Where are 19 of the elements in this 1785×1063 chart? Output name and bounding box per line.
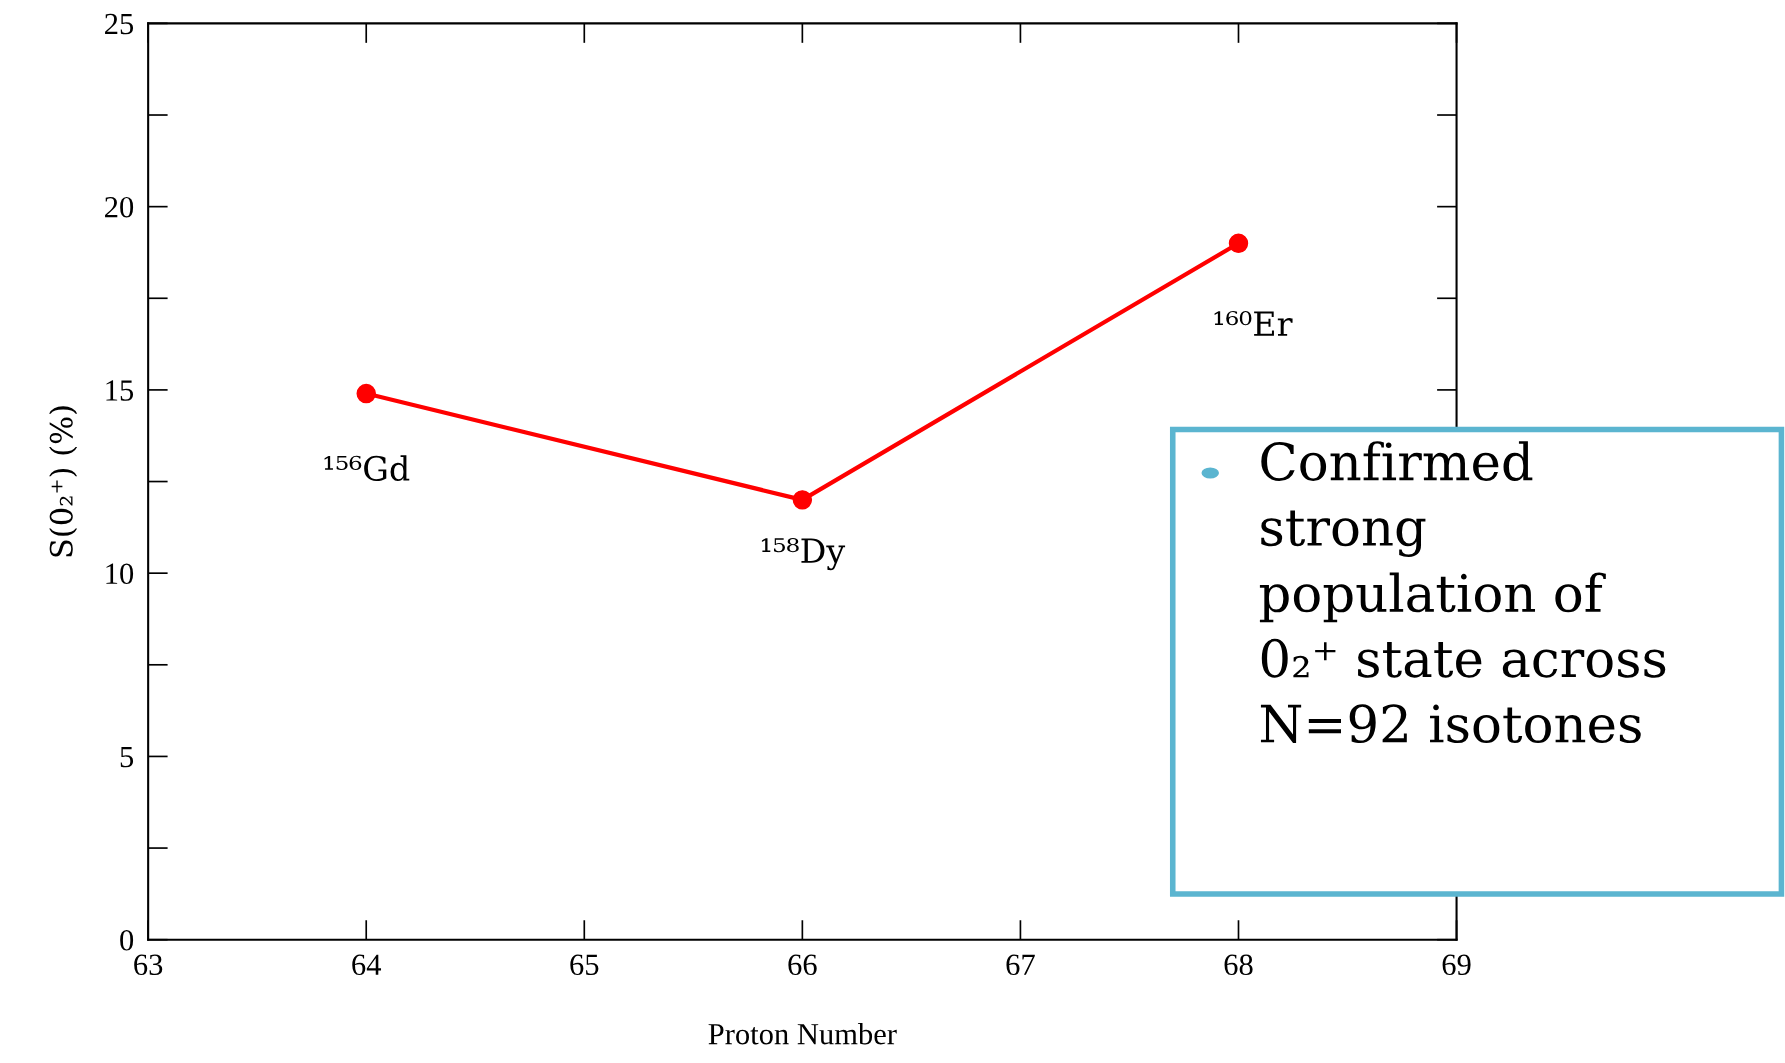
annotation: Confirmed strong population of 0₂⁺ state across N=92 isotones bbox=[1259, 441, 1666, 744]
y-tick-label: 10 bbox=[106, 563, 134, 585]
x-tick-label: 69 bbox=[1442, 954, 1471, 976]
x-tick-label: 63 bbox=[134, 954, 163, 976]
y-tick-label: 15 bbox=[106, 380, 134, 401]
y-tick-label: 20 bbox=[105, 196, 134, 218]
x-tick-label: 67 bbox=[1006, 954, 1035, 976]
annotation: ¹⁵⁶Gd bbox=[324, 455, 410, 482]
x-tick-label: 66 bbox=[788, 954, 817, 976]
y-tick-label: 5 bbox=[120, 747, 134, 768]
y-tick-label: 0 bbox=[120, 929, 134, 951]
x-axis-title: Proton Number bbox=[708, 1022, 897, 1045]
annotation: ¹⁶⁰Er bbox=[1214, 311, 1293, 336]
y-tick-label: 25 bbox=[105, 13, 134, 35]
x-tick-label: 68 bbox=[1224, 954, 1253, 976]
annotation: ¹⁵⁸Dy bbox=[761, 538, 846, 571]
y-axis-title: S(0₂⁺) (%) bbox=[49, 406, 78, 557]
x-tick-label: 64 bbox=[352, 954, 382, 976]
x-tick-label: 65 bbox=[570, 954, 599, 976]
